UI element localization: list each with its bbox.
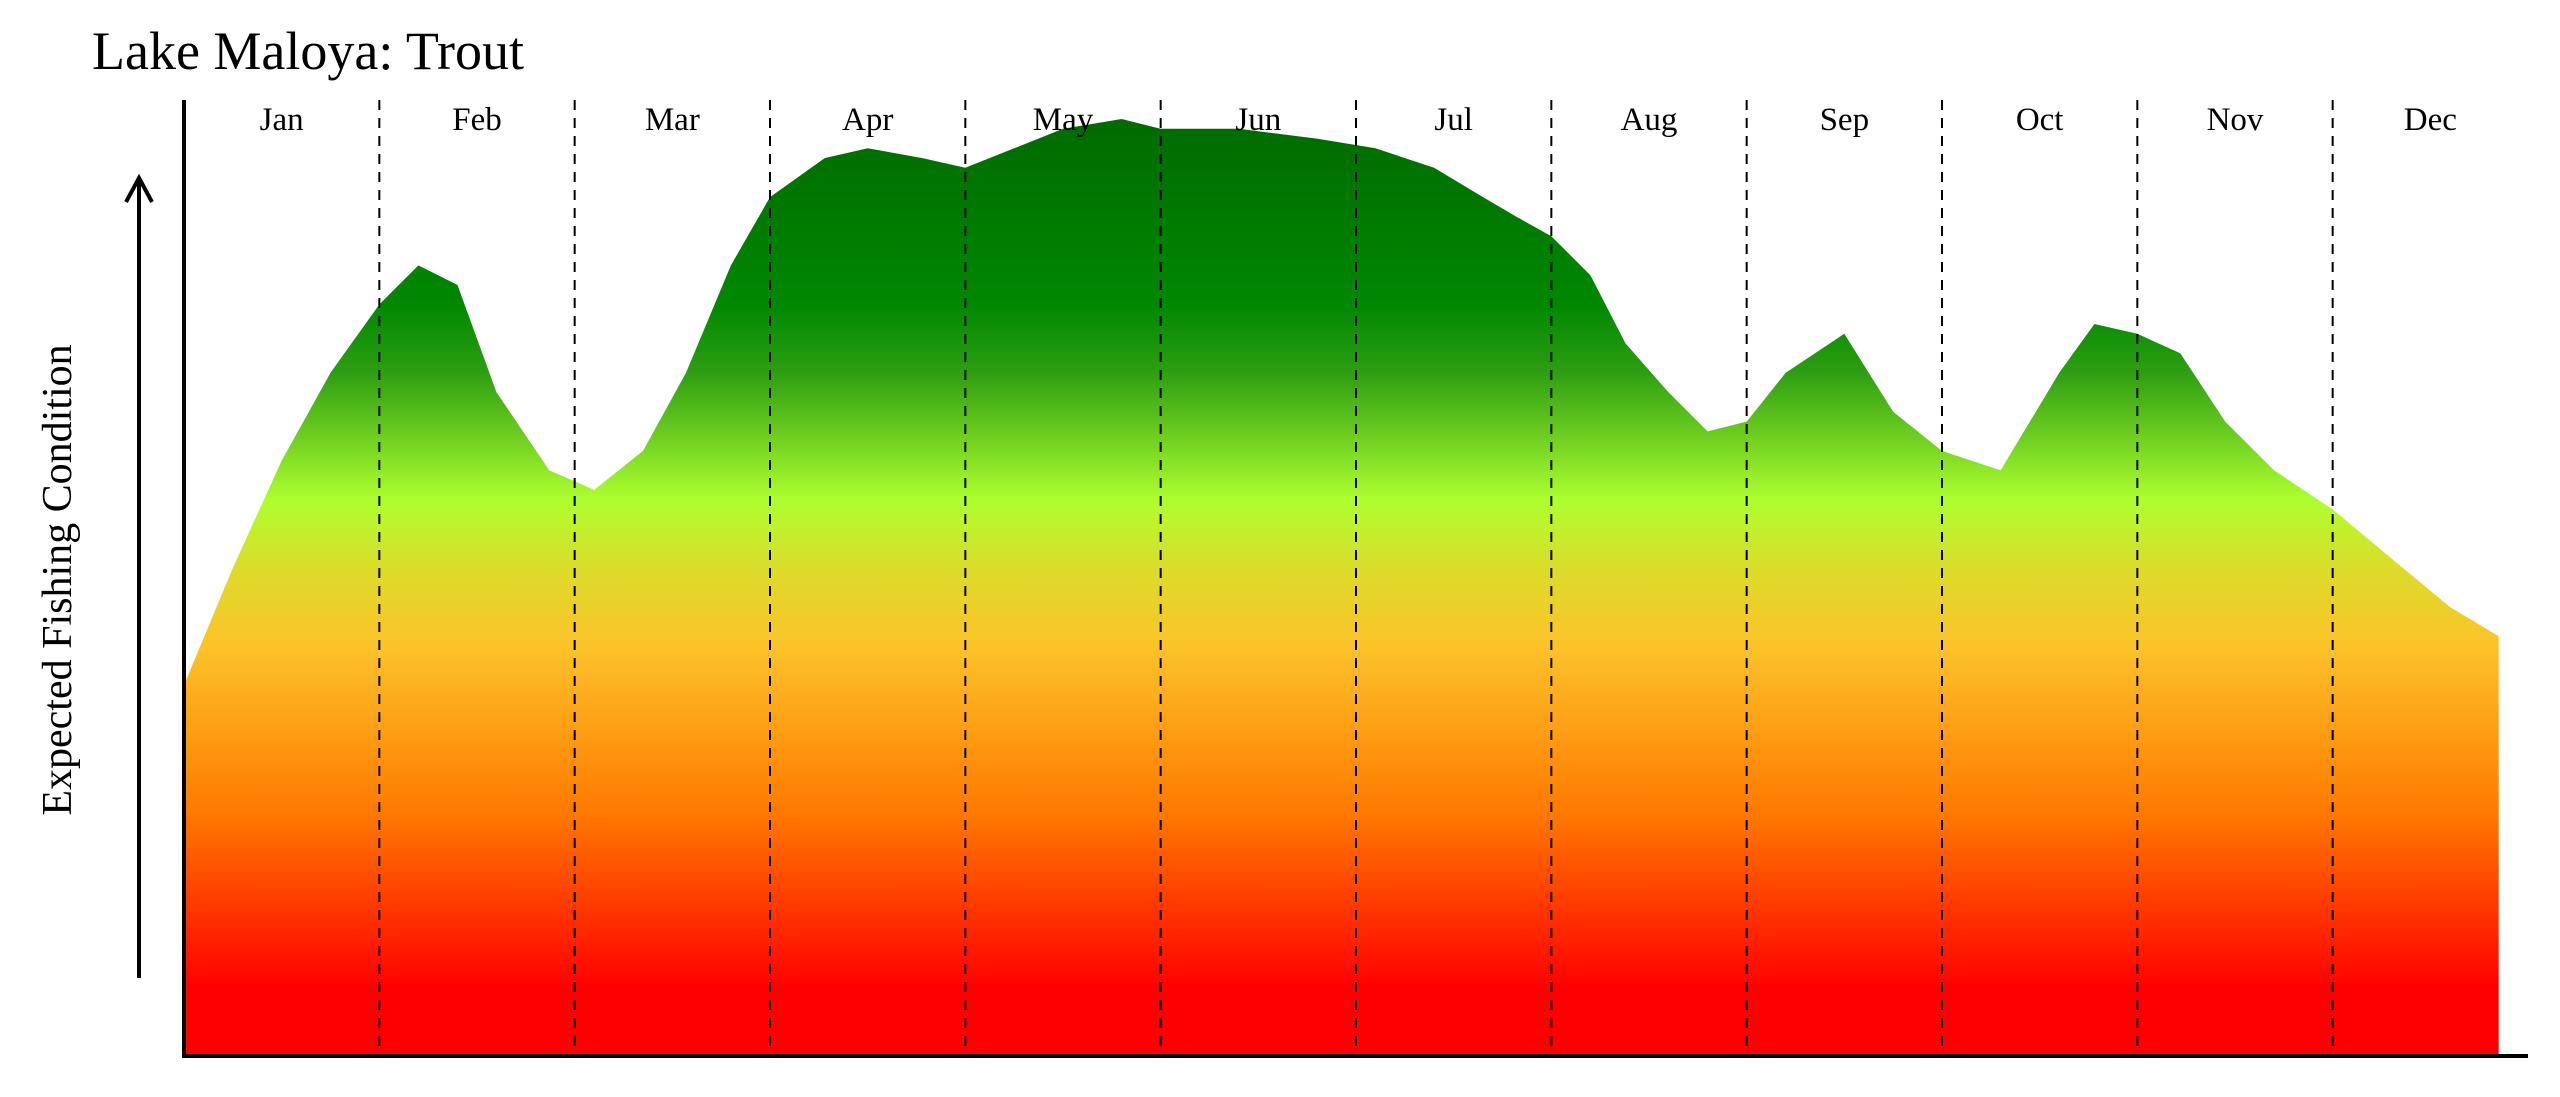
axes	[124, 100, 2528, 1058]
month-label-feb: Feb	[452, 102, 502, 138]
month-label-jun: Jun	[1235, 102, 1281, 138]
month-label-mar: Mar	[645, 102, 700, 138]
month-label-oct: Oct	[2016, 102, 2064, 138]
month-labels: Jan Feb Mar Apr May Jun Jul Aug Sep Oct Nov Dec	[260, 102, 2457, 138]
month-label-jan: Jan	[260, 102, 304, 138]
chart-title: Lake Maloya: Trout	[92, 21, 524, 81]
condition-area	[184, 119, 2499, 1056]
month-label-dec: Dec	[2404, 102, 2457, 138]
month-label-may: May	[1033, 102, 1094, 138]
month-label-sep: Sep	[1820, 102, 1870, 138]
month-label-apr: Apr	[842, 102, 893, 138]
up-arrow-icon	[124, 173, 154, 203]
area-layer	[184, 119, 2499, 1056]
month-label-jul: Jul	[1434, 102, 1473, 138]
month-label-nov: Nov	[2207, 102, 2264, 138]
month-label-aug: Aug	[1621, 102, 1678, 138]
month-gridlines	[378, 100, 2334, 1056]
